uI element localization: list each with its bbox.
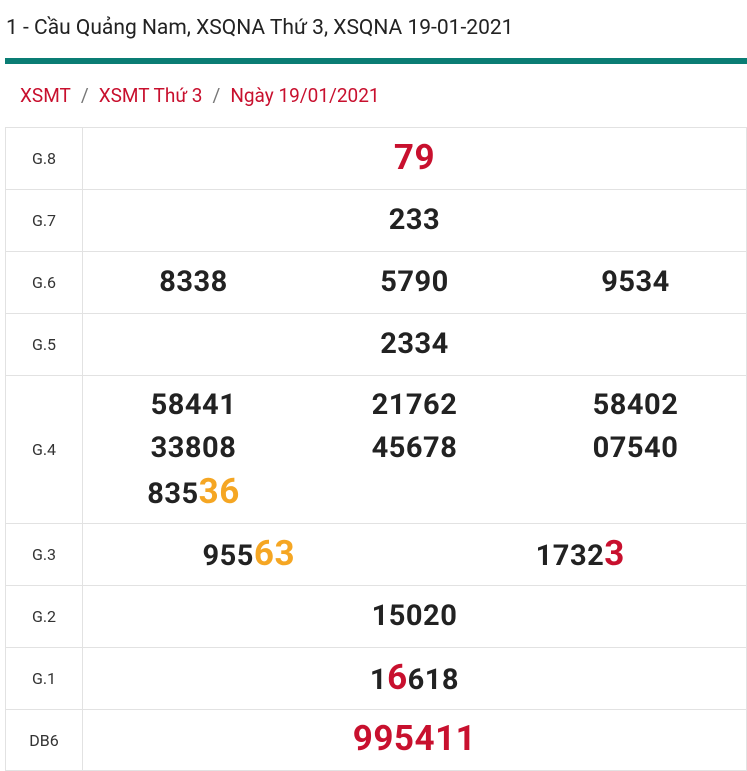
number-grid: 79 (83, 136, 746, 182)
number-grid: 16618 (83, 656, 746, 702)
prize-numbers: 15020 (82, 585, 747, 648)
number-grid: 2334 (83, 323, 746, 366)
number-part: 6 (387, 656, 408, 698)
number-part: 5790 (380, 265, 449, 299)
number-grid: 233 (83, 199, 746, 242)
prize-number: 5790 (380, 261, 449, 304)
number-part: 45678 (371, 430, 458, 465)
prize-number: 45678 (372, 427, 458, 470)
prize-row: G.7 233 (5, 189, 747, 252)
number-part: 9534 (601, 265, 670, 299)
breadcrumb-link[interactable]: XSMT Thứ 3 (98, 84, 203, 107)
prize-number: 21762 (372, 384, 458, 427)
prize-number: 16618 (370, 656, 459, 702)
prize-number: 58402 (593, 384, 679, 427)
breadcrumb-link[interactable]: Ngày 19/01/2021 (230, 84, 380, 107)
prize-number: 2334 (380, 323, 449, 366)
prize-row: G.3 95563 17323 (5, 523, 747, 586)
prize-label: DB6 (5, 709, 83, 771)
number-part: 995411 (352, 718, 477, 759)
number-part: 8338 (159, 265, 228, 299)
prize-number: 58441 (151, 384, 237, 427)
number-part: 1 (369, 662, 388, 697)
number-part: 2334 (380, 327, 449, 361)
prize-number: 83536 (147, 470, 240, 516)
prize-numbers: 8338 5790 9534 (82, 251, 747, 314)
prize-number: 95563 (202, 532, 295, 578)
prize-row: DB6 995411 (5, 709, 747, 771)
title-underline (5, 58, 747, 64)
number-part: 79 (393, 136, 436, 178)
number-part: 36 (198, 470, 240, 512)
prize-number: 9534 (601, 261, 670, 304)
prize-label: G.4 (5, 375, 83, 524)
prize-number: 07540 (593, 427, 679, 470)
prize-numbers: 95563 17323 (82, 523, 747, 586)
prize-row: G.4 58441 21762 58402 33808 45678 07540 83536 (5, 375, 747, 524)
results-table: G.8 79 G.7 233 G.6 8338 5790 9534 G.5 2334 G.4 5844… (5, 127, 747, 771)
breadcrumb-separator: / (212, 84, 221, 107)
page-title: 1 - Cầu Quảng Nam, XSQNA Thứ 3, XSQNA 19… (6, 16, 514, 40)
number-grid: 58441 21762 58402 33808 45678 07540 83536 (83, 384, 746, 516)
prize-row: G.8 79 (5, 127, 747, 190)
prize-number: 79 (394, 136, 435, 182)
prize-numbers: 2334 (82, 313, 747, 376)
number-part: 233 (388, 203, 441, 237)
number-part: 835 (147, 476, 199, 511)
prize-number: 8338 (159, 261, 228, 304)
prize-label: G.2 (5, 585, 83, 648)
number-part: 33808 (150, 430, 237, 465)
prize-number: 33808 (151, 427, 237, 470)
prize-label: G.8 (5, 127, 83, 190)
prize-numbers: 58441 21762 58402 33808 45678 07540 83536 (82, 375, 747, 524)
number-grid: 995411 (83, 717, 746, 763)
number-grid: 15020 (83, 595, 746, 638)
number-part: 21762 (371, 387, 458, 422)
prize-numbers: 233 (82, 189, 747, 252)
breadcrumb: XSMT / XSMT Thứ 3 / Ngày 19/01/2021 (20, 84, 380, 107)
number-part: 07540 (592, 430, 679, 465)
prize-label: G.6 (5, 251, 83, 314)
prize-number: 995411 (353, 717, 476, 763)
number-part: 63 (253, 532, 296, 574)
prize-label: G.1 (5, 647, 83, 710)
number-part: 618 (407, 662, 460, 697)
number-part: 15020 (371, 599, 458, 633)
breadcrumb-link[interactable]: XSMT (20, 84, 71, 107)
prize-row: G.6 8338 5790 9534 (5, 251, 747, 314)
number-part: 58441 (150, 387, 237, 422)
prize-row: G.2 15020 (5, 585, 747, 648)
prize-label: G.5 (5, 313, 83, 376)
number-grid: 95563 17323 (83, 532, 746, 578)
number-part: 58402 (592, 387, 679, 422)
number-part: 3 (604, 532, 625, 574)
number-grid: 8338 5790 9534 (83, 261, 746, 304)
prize-numbers: 995411 (82, 709, 747, 771)
number-part: 955 (202, 538, 254, 573)
prize-number: 15020 (372, 595, 458, 638)
prize-numbers: 16618 (82, 647, 747, 710)
prize-number: 17323 (536, 532, 625, 578)
prize-numbers: 79 (82, 127, 747, 190)
prize-number: 233 (389, 199, 440, 242)
breadcrumb-separator: / (80, 84, 89, 107)
prize-row: G.1 16618 (5, 647, 747, 710)
number-part: 1732 (535, 538, 605, 573)
prize-label: G.3 (5, 523, 83, 586)
prize-label: G.7 (5, 189, 83, 252)
prize-row: G.5 2334 (5, 313, 747, 376)
